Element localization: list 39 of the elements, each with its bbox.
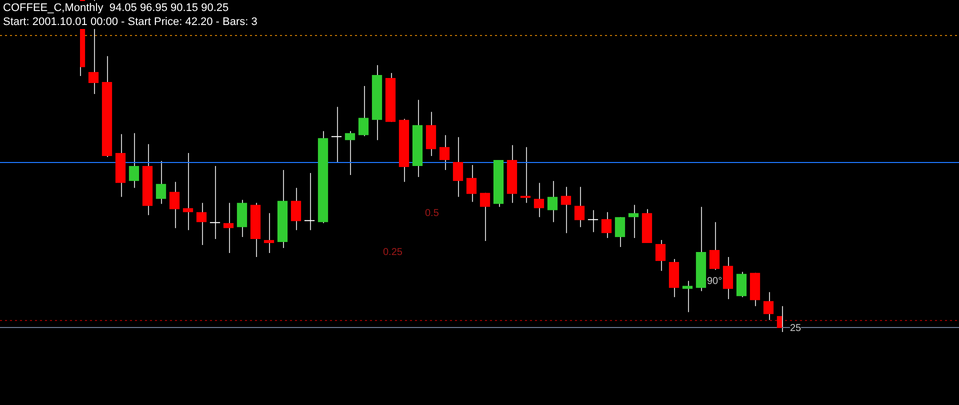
- candlestick: [426, 111, 436, 157]
- candlestick: [547, 180, 558, 223]
- candlestick: [182, 152, 194, 231]
- annotation: 90°: [707, 276, 722, 287]
- candlestick: [763, 292, 774, 321]
- candlestick: [601, 212, 612, 239]
- candlestick: [169, 181, 180, 229]
- candlestick: [196, 202, 207, 246]
- text: Start: 2001.10.01 00:00 - Start Price: 42.20 - Bars: 3: [3, 15, 258, 29]
- candlestick: [128, 132, 140, 188]
- text: 25: [790, 323, 802, 334]
- candlestick: [290, 187, 302, 231]
- chart-title: COFFEE_C,Monthly 94.05 96.95 90.15 90.25: [3, 1, 229, 15]
- candlestick: [560, 186, 572, 234]
- candlestick: [156, 160, 166, 204]
- candlestick: [588, 210, 598, 233]
- annotation: 0.5: [425, 208, 439, 219]
- candlestick: [534, 182, 544, 218]
- candlestick: [614, 216, 626, 248]
- candlestick: [655, 240, 666, 272]
- candlestick: [736, 271, 747, 298]
- candlestick: [722, 256, 734, 300]
- candlestick: [574, 186, 585, 228]
- candlestick: [452, 136, 464, 198]
- candlestick: [466, 164, 477, 202]
- candlestick: [344, 130, 356, 176]
- annotation: 0.25: [383, 247, 402, 258]
- candlestick: [264, 212, 274, 254]
- candlestick: [223, 202, 234, 254]
- candlestick: [210, 166, 220, 240]
- candlestick: [304, 172, 315, 231]
- candlestick: [682, 280, 693, 313]
- candlestick: [520, 146, 531, 204]
- candlestick: [331, 106, 342, 163]
- candlestick: [628, 204, 639, 239]
- candlestick: [709, 222, 720, 270]
- candlestick: [358, 85, 369, 137]
- candlestick: [439, 134, 450, 170]
- candlestick: [480, 192, 490, 242]
